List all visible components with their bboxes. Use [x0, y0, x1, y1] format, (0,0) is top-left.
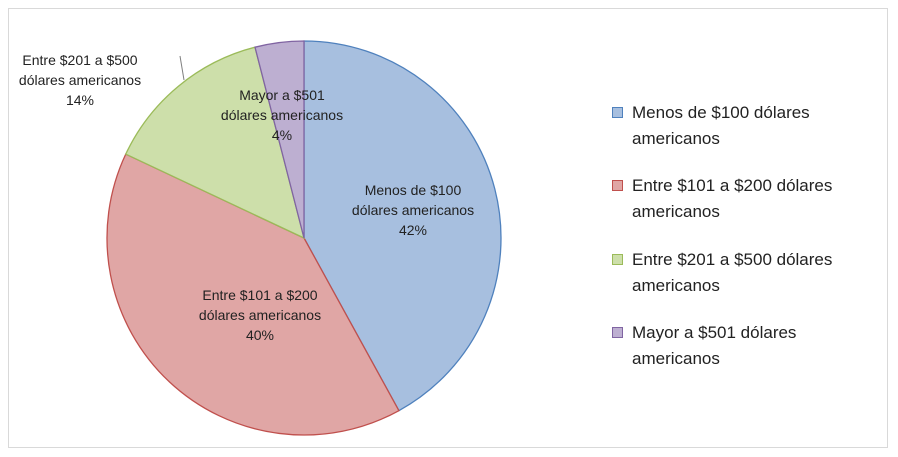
pie-slice: [124, 46, 305, 240]
pie-slice: [106, 153, 400, 436]
data-label-value: 40%: [245, 327, 275, 343]
legend-swatch: [612, 107, 623, 118]
data-label-value: 42%: [398, 222, 428, 238]
leader-line: [179, 55, 185, 81]
legend-entry: Entre $101 a $200 dólares americanos: [612, 173, 872, 225]
data-label-category: Menos de $100 dólares americanos: [351, 182, 475, 218]
data-label-value: 4%: [271, 127, 293, 143]
chart-frame: [8, 8, 888, 448]
legend-entry: Menos de $100 dólares americanos: [612, 100, 872, 152]
data-label-category: Entre $201 a $500 dólares americanos: [18, 52, 142, 88]
legend-label: Mayor a $501 dólares americanos: [632, 323, 797, 368]
legend-swatch: [612, 327, 623, 338]
legend-swatch: [612, 180, 623, 191]
pie-slice: [303, 40, 502, 412]
legend-swatch: [612, 254, 623, 265]
legend-entry: Mayor a $501 dólares americanos: [612, 320, 872, 372]
data-label: Entre $101 a $200 dólares americanos 40%: [198, 285, 322, 345]
data-label-category: Mayor a $501 dólares americanos: [220, 87, 344, 123]
data-label-value: 14%: [65, 92, 95, 108]
legend-label: Menos de $100 dólares americanos: [632, 103, 810, 148]
data-label: Menos de $100 dólares americanos 42%: [351, 180, 475, 240]
legend-entry: Entre $201 a $500 dólares americanos: [612, 247, 872, 299]
data-label: Mayor a $501 dólares americanos 4%: [220, 85, 344, 145]
pie-slice: [254, 40, 305, 239]
legend-label: Entre $201 a $500 dólares americanos: [632, 250, 833, 295]
legend-label: Entre $101 a $200 dólares americanos: [632, 176, 833, 221]
data-label: Entre $201 a $500 dólares americanos 14%: [18, 50, 142, 110]
data-label-category: Entre $101 a $200 dólares americanos: [198, 287, 322, 323]
